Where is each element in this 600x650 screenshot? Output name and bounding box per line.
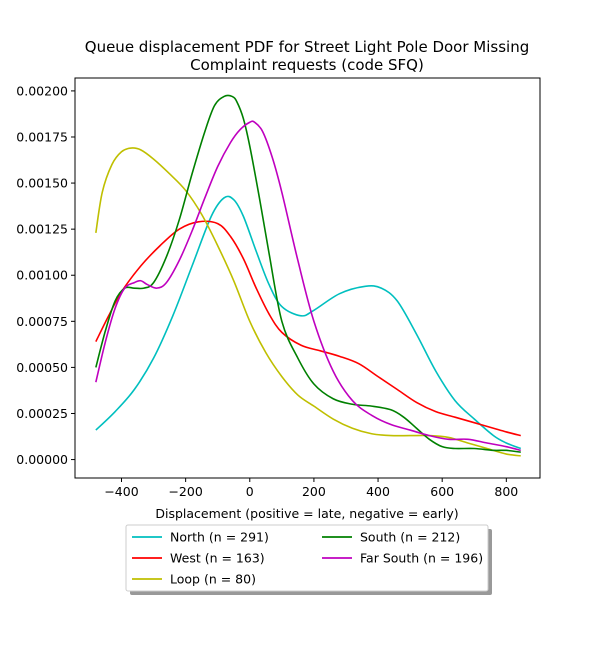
legend-box <box>125 524 489 592</box>
series-line-1 <box>95 195 522 450</box>
legend-label-3: Loop (n = 80) <box>170 572 256 587</box>
x-ticks: −400 −200 0 200 400 600 800 <box>104 478 518 499</box>
legend-label-5: Far South (n = 196) <box>360 551 483 566</box>
series-line-5 <box>95 120 521 452</box>
x-tick-label: 800 <box>494 484 518 499</box>
series-line-2 <box>95 220 521 437</box>
series-layer <box>95 94 522 457</box>
x-tick-label: 600 <box>430 484 454 499</box>
y-ticks: 0.00000 0.00025 0.00050 0.00075 0.00100 0.001… <box>16 83 75 467</box>
x-tick-label: 400 <box>366 484 390 499</box>
plot-frame <box>74 77 541 479</box>
y-tick-label: 0.00200 <box>16 83 68 98</box>
legend-items: North (n = 291) West (n = 163) Loop (n = 8… <box>132 530 483 587</box>
x-tick-label: −200 <box>168 484 202 499</box>
y-tick-label: 0.00175 <box>16 129 68 144</box>
legend-label-1: North (n = 291) <box>170 530 269 545</box>
y-tick-label: 0.00025 <box>16 406 68 421</box>
plot-area: −400 −200 0 200 400 600 800 0.000000.000250.00… <box>16 77 541 499</box>
chart-title-line-2: Complaint requests (code SFQ) <box>190 56 424 74</box>
legend: North (n = 291) West (n = 163) Loop (n = 8… <box>125 524 492 595</box>
x-tick-label: 200 <box>302 484 326 499</box>
y-tick-label: 0.00050 <box>16 360 68 375</box>
y-tick-label: 0.00000 <box>16 452 68 467</box>
y-tick-label: 0.00125 <box>16 222 68 237</box>
legend-label-2: West (n = 163) <box>170 551 265 566</box>
chart-title-line-1: Queue displacement PDF for Street Light … <box>85 38 529 56</box>
y-tick-label: 0.00150 <box>16 176 68 191</box>
legend-label-4: South (n = 212) <box>360 530 460 545</box>
y-tick-label: 0.00100 <box>16 268 68 283</box>
series-line-3 <box>95 147 521 457</box>
x-tick-label: 0 <box>246 484 254 499</box>
x-axis-label: Displacement (positive = late, negative … <box>155 506 458 521</box>
series-line-4 <box>95 94 521 453</box>
y-tick-label: 0.00075 <box>16 314 68 329</box>
x-tick-label: −400 <box>104 484 138 499</box>
